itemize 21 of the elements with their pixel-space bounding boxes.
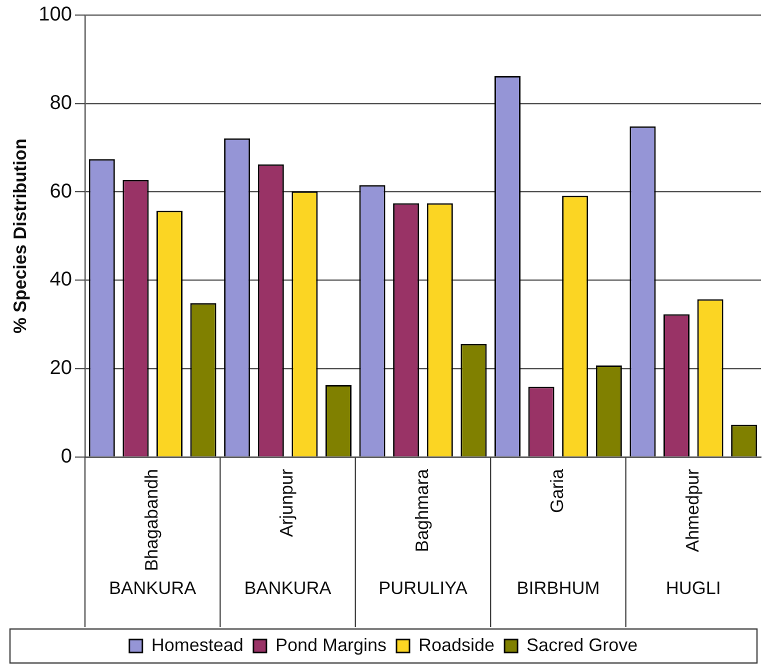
text: BIRBHUM — [516, 578, 600, 598]
legend-label: Roadside — [418, 634, 495, 655]
text: BANKURA — [244, 578, 332, 598]
legend-label: Sacred Grove — [526, 634, 638, 655]
y-tick-label: 60 — [50, 180, 72, 202]
x-tick-label: Baghmara — [412, 468, 432, 552]
x-tick-label: Garia — [547, 468, 568, 514]
y-tick-label: 40 — [50, 268, 72, 291]
y-tick-label: 20 — [50, 357, 72, 380]
legend-label: Homestead — [151, 634, 244, 655]
y-tick-label: 100 — [38, 4, 72, 26]
text: BANKURA — [109, 578, 196, 598]
text: HUGLI — [666, 578, 721, 598]
x-tick-label: Arjunpur — [276, 469, 297, 538]
x-tick-label: Ahmedpur — [682, 469, 702, 552]
legend-label: Pond Margins — [275, 634, 387, 655]
x-tick-label: Bhagabandh — [142, 469, 162, 572]
text: PURULIYA — [378, 578, 468, 598]
y-tick-label: 80 — [50, 92, 72, 114]
y-tick-label: 0 — [60, 446, 72, 468]
y-axis-title: % Species Distribution — [10, 138, 30, 334]
